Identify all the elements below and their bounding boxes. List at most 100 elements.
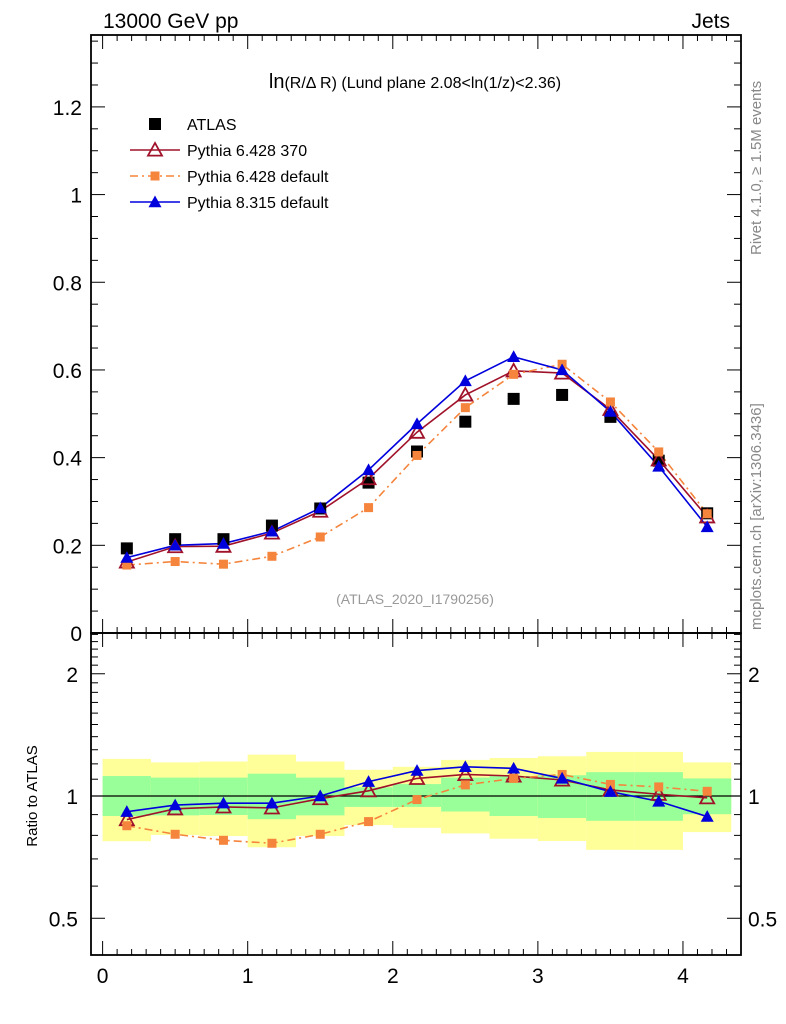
data-point-pythia6-default: [460, 403, 470, 413]
x-tick-label: 1: [242, 965, 254, 988]
data-point-pythia6-default: [412, 450, 422, 460]
y-tick-label: 0.4: [53, 448, 83, 471]
y-tick-label: 0.6: [53, 360, 82, 383]
data-point-pythia6-370: [408, 769, 426, 785]
data-point-pythia6-370: [456, 386, 474, 402]
ratio-y-tick-label-left: 2: [66, 664, 78, 687]
data-point-atlas: [459, 415, 472, 428]
ratio-y-tick-label-right: 2: [748, 664, 760, 687]
x-tick-label: 0: [97, 965, 109, 988]
y-tick-label: 1.2: [53, 97, 82, 120]
data-point-pythia8: [700, 810, 714, 822]
data-point-pythia6-default: [170, 557, 180, 567]
ratio-y-tick-label-left: 0.5: [49, 908, 78, 931]
data-point-pythia6-370: [360, 469, 378, 486]
legend-item: Pythia 6.428 370: [130, 141, 307, 160]
data-point-pythia6-default: [267, 838, 277, 848]
data-point-pythia8: [313, 501, 327, 514]
ratio-panel: 0 1 2 3 4 0.5 0.5 1 1 2 2 Ratio to ATLAS: [24, 632, 777, 988]
data-point-pythia6-default: [460, 780, 470, 790]
data-point-pythia8: [458, 374, 472, 387]
data-point-pythia8: [603, 405, 617, 417]
legend-label: Pythia 8.315 default: [187, 195, 329, 212]
data-point-pythia8: [555, 771, 569, 784]
data-point-atlas: [556, 388, 569, 401]
data-point-pythia6-default: [605, 397, 615, 407]
data-point-pythia6-370: [408, 423, 426, 439]
data-point-pythia6-default: [364, 817, 374, 827]
legend-item: Pythia 6.428 default: [130, 169, 329, 186]
data-point-pythia6-default: [509, 369, 519, 379]
ratio-y-tick-label-left: 1: [66, 786, 78, 809]
data-point-pythia6-default: [170, 829, 180, 839]
data-point-pythia8: [216, 537, 230, 549]
ratio-y-axis-label: Ratio to ATLAS: [24, 745, 41, 846]
x-tick-label: 3: [532, 965, 544, 988]
data-point-pythia6-370: [698, 788, 716, 805]
data-point-pythia8: [603, 785, 617, 797]
ratio-y-tick-label-right: 1: [748, 786, 760, 809]
legend-label: Pythia 6.428 370: [187, 143, 307, 160]
data-point-pythia8: [458, 760, 472, 773]
data-point-pythia8: [265, 796, 279, 809]
data-point-pythia6-default: [605, 779, 615, 789]
y-tick-label: 0.8: [53, 272, 82, 295]
x-tick-label: 4: [677, 965, 689, 988]
data-point-pythia8: [362, 463, 376, 476]
data-point-pythia6-default: [509, 773, 519, 783]
plot-title: ln(R/Δ R) (Lund plane 2.08<ln(1/z)<2.36): [269, 71, 561, 93]
series-line-pythia-6-428-default: [126, 363, 708, 566]
y-tick-label: 0: [70, 623, 82, 646]
ratio-frame: [90, 632, 742, 956]
data-point-pythia6-default: [218, 835, 228, 845]
data-point-pythia6-default: [654, 782, 664, 792]
plot-title-prefix: ln: [269, 71, 285, 93]
data-point-pythia6-default: [412, 795, 422, 805]
main-panel: 0 0.2 0.4 0.6 0.8 1 1.2 ln(R/Δ R) (Lund plane 2…: [53, 34, 742, 646]
data-point-pythia6-default: [122, 821, 132, 831]
data-point-pythia6-default: [315, 532, 325, 542]
data-point-pythia8: [652, 459, 666, 472]
data-point-pythia6-370: [456, 765, 474, 781]
data-point-pythia8: [168, 538, 182, 551]
data-point-pythia8: [555, 363, 569, 376]
data-point-pythia6-default: [267, 551, 277, 561]
y-tick-label: 0.2: [53, 535, 82, 558]
data-point-pythia8: [507, 761, 521, 774]
data-point-pythia6-default: [364, 503, 374, 513]
analysis-watermark: (ATLAS_2020_I1790256): [336, 591, 494, 607]
legend-item: Pythia 8.315 default: [130, 195, 329, 212]
y-tick-label: 1: [70, 185, 82, 208]
data-point-pythia8: [700, 520, 714, 533]
data-point-pythia6-default: [654, 447, 664, 457]
data-point-pythia6-default: [150, 171, 160, 181]
series-line-pythia-6-428-370: [126, 370, 708, 563]
data-point-pythia6-default: [702, 786, 712, 796]
data-point-pythia8: [507, 350, 521, 362]
data-point-atlas: [507, 392, 520, 405]
data-point-pythia6-default: [122, 560, 132, 570]
data-point-pythia8: [265, 524, 279, 537]
data-point-pythia8: [652, 794, 666, 807]
data-point-pythia8: [168, 798, 182, 811]
data-point-pythia6-default: [315, 829, 325, 839]
header-right: Jets: [691, 10, 730, 33]
legend-item: ATLAS: [149, 117, 237, 134]
data-point-pythia8: [120, 805, 134, 817]
data-point-pythia8: [410, 417, 424, 430]
data-point-atlas: [120, 542, 133, 555]
data-point-pythia6-370: [360, 781, 378, 798]
header-left: 13000 GeV pp: [103, 10, 238, 33]
data-point-pythia8: [120, 551, 134, 563]
data-point-pythia6-370: [146, 141, 164, 157]
rivet-label: Rivet 4.1.0, ≥ 1.5M events: [748, 81, 765, 255]
legend-label: Pythia 6.428 default: [187, 169, 329, 186]
legend-label: ATLAS: [187, 117, 237, 134]
ratio-y-tick-label-right: 0.5: [748, 908, 777, 931]
data-point-pythia6-default: [218, 559, 228, 569]
data-point-pythia8: [410, 764, 424, 776]
data-point-atlas: [149, 118, 161, 130]
data-point-pythia8: [216, 796, 230, 809]
plot-title-rest: (R/Δ R) (Lund plane 2.08<ln(1/z)<2.36): [284, 75, 561, 92]
